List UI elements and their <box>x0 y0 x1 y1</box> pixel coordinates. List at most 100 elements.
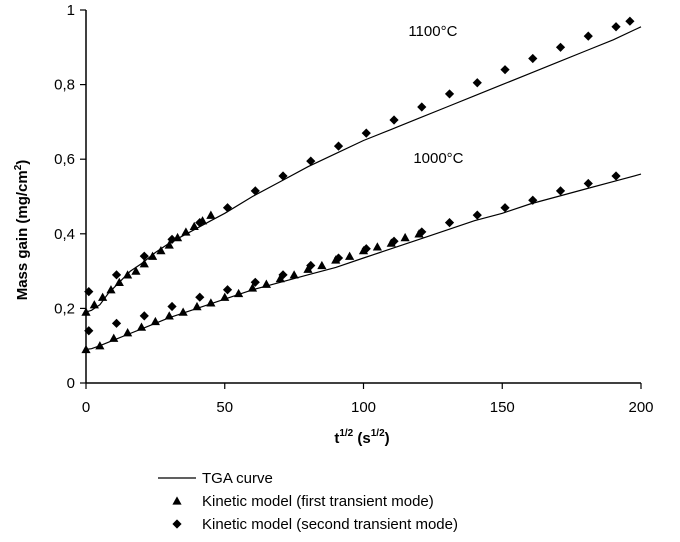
x-tick-label: 200 <box>628 399 653 416</box>
first-transient-point <box>247 283 258 292</box>
y-tick-label: 0,2 <box>54 300 75 317</box>
second-transient-point <box>444 89 455 99</box>
second-transient-point <box>555 186 566 196</box>
second-transient-point <box>111 318 122 328</box>
second-transient-point <box>472 78 482 88</box>
second-transient-point <box>389 115 399 125</box>
legend-label: Kinetic model (first transient mode) <box>202 493 434 510</box>
second-transient-point <box>361 244 371 254</box>
first-transient-point <box>98 292 108 301</box>
second-transient-point <box>167 301 177 312</box>
second-transient-point <box>111 270 122 280</box>
second-transient-point <box>555 42 566 52</box>
second-transient-point <box>528 195 538 205</box>
first-transient-point <box>109 333 119 342</box>
first-transient-point <box>317 260 327 270</box>
first-transient-point <box>220 292 230 301</box>
second-transient-point <box>611 22 621 32</box>
series-lines <box>85 26 642 350</box>
first-transient-point <box>189 221 199 231</box>
first-transient-point <box>106 285 116 294</box>
second-transient-point <box>361 128 371 138</box>
second-transient-point <box>195 218 205 228</box>
tga-curve-line <box>85 173 642 350</box>
annotations: 1100°C 1000°C <box>408 23 463 167</box>
second-transient-point <box>611 171 621 181</box>
y-axis-label-sup: 2 <box>13 164 24 170</box>
first-transient-point <box>148 251 158 260</box>
first-transient-point <box>131 266 141 275</box>
second-transient-point <box>139 251 149 261</box>
first-transient-point <box>345 251 355 260</box>
x-axis-unit-sup: 1/2 <box>371 428 385 439</box>
second-transient-point <box>417 102 427 112</box>
y-tick-label: 0,4 <box>54 226 75 243</box>
x-tick-label: 150 <box>490 399 515 416</box>
first-transient-point <box>192 301 202 311</box>
legend-label: TGA curve <box>202 470 273 487</box>
temperature-annotation: 1100°C <box>408 23 457 40</box>
second-transient-point <box>139 311 149 321</box>
second-transient-point <box>444 218 455 228</box>
x-axis-label-sup: 1/2 <box>339 428 353 439</box>
first-transient-point <box>181 227 191 236</box>
second-transient-point <box>306 156 316 166</box>
first-transient-point <box>89 300 99 309</box>
first-transient-point <box>275 273 285 283</box>
first-transient-point <box>206 210 216 219</box>
first-transient-point <box>400 232 410 242</box>
first-transient-point <box>114 277 124 286</box>
second-transient-point <box>84 287 94 297</box>
y-tick-label: 0 <box>67 375 75 392</box>
second-transient-point <box>583 178 593 189</box>
second-transient-point <box>84 326 94 336</box>
second-transient-point <box>417 227 427 237</box>
second-transient-point <box>500 65 510 75</box>
first-transient-point <box>81 344 91 354</box>
second-transient-point <box>333 253 344 263</box>
first-transient-point <box>206 298 216 307</box>
y-axis-label: Mass gain (mg/cm2) <box>13 160 31 301</box>
first-transient-point <box>156 245 166 255</box>
legend-label: Kinetic model (second transient mode) <box>202 516 458 533</box>
second-transient-point <box>222 203 233 213</box>
first-transient-point <box>123 328 133 337</box>
second-transient-point <box>195 292 205 302</box>
y-tick-label: 0,6 <box>54 151 75 168</box>
second-transient-point <box>625 16 635 26</box>
x-tick-label: 100 <box>351 399 376 416</box>
first-transient-point <box>139 259 149 268</box>
legend-diamond-symbol <box>172 519 182 529</box>
second-transient-point <box>250 277 260 287</box>
second-transient-point <box>278 171 288 181</box>
series-markers <box>81 16 635 354</box>
first-transient-point <box>81 307 91 316</box>
axes: 0 0,2 0,4 0,6 0,8 1 0 50 100 150 200 <box>54 2 653 416</box>
tga-curve-line <box>85 26 642 313</box>
legend-triangle-symbol <box>172 496 182 505</box>
first-transient-point <box>372 242 382 251</box>
legend: TGA curve Kinetic model (first transient … <box>158 470 458 533</box>
first-transient-point <box>95 341 105 350</box>
x-axis-label: t1/2 (s1/2) <box>334 428 389 447</box>
second-transient-point <box>250 186 260 196</box>
second-transient-point <box>278 270 288 280</box>
second-transient-point <box>500 203 510 213</box>
second-transient-point <box>528 53 538 64</box>
first-transient-point <box>303 264 313 273</box>
first-transient-point <box>150 316 160 326</box>
y-tick-label: 1 <box>67 2 75 19</box>
second-transient-point <box>472 210 482 220</box>
second-transient-point <box>306 260 316 271</box>
first-transient-point <box>289 270 299 279</box>
temperature-annotation: 1000°C <box>413 150 463 167</box>
first-transient-point <box>123 270 133 279</box>
second-transient-point <box>583 31 593 41</box>
second-transient-point <box>333 141 344 151</box>
first-transient-point <box>261 279 271 288</box>
second-transient-point <box>222 285 233 295</box>
first-transient-point <box>136 322 147 331</box>
first-transient-point <box>234 288 244 298</box>
second-transient-point <box>389 236 399 246</box>
